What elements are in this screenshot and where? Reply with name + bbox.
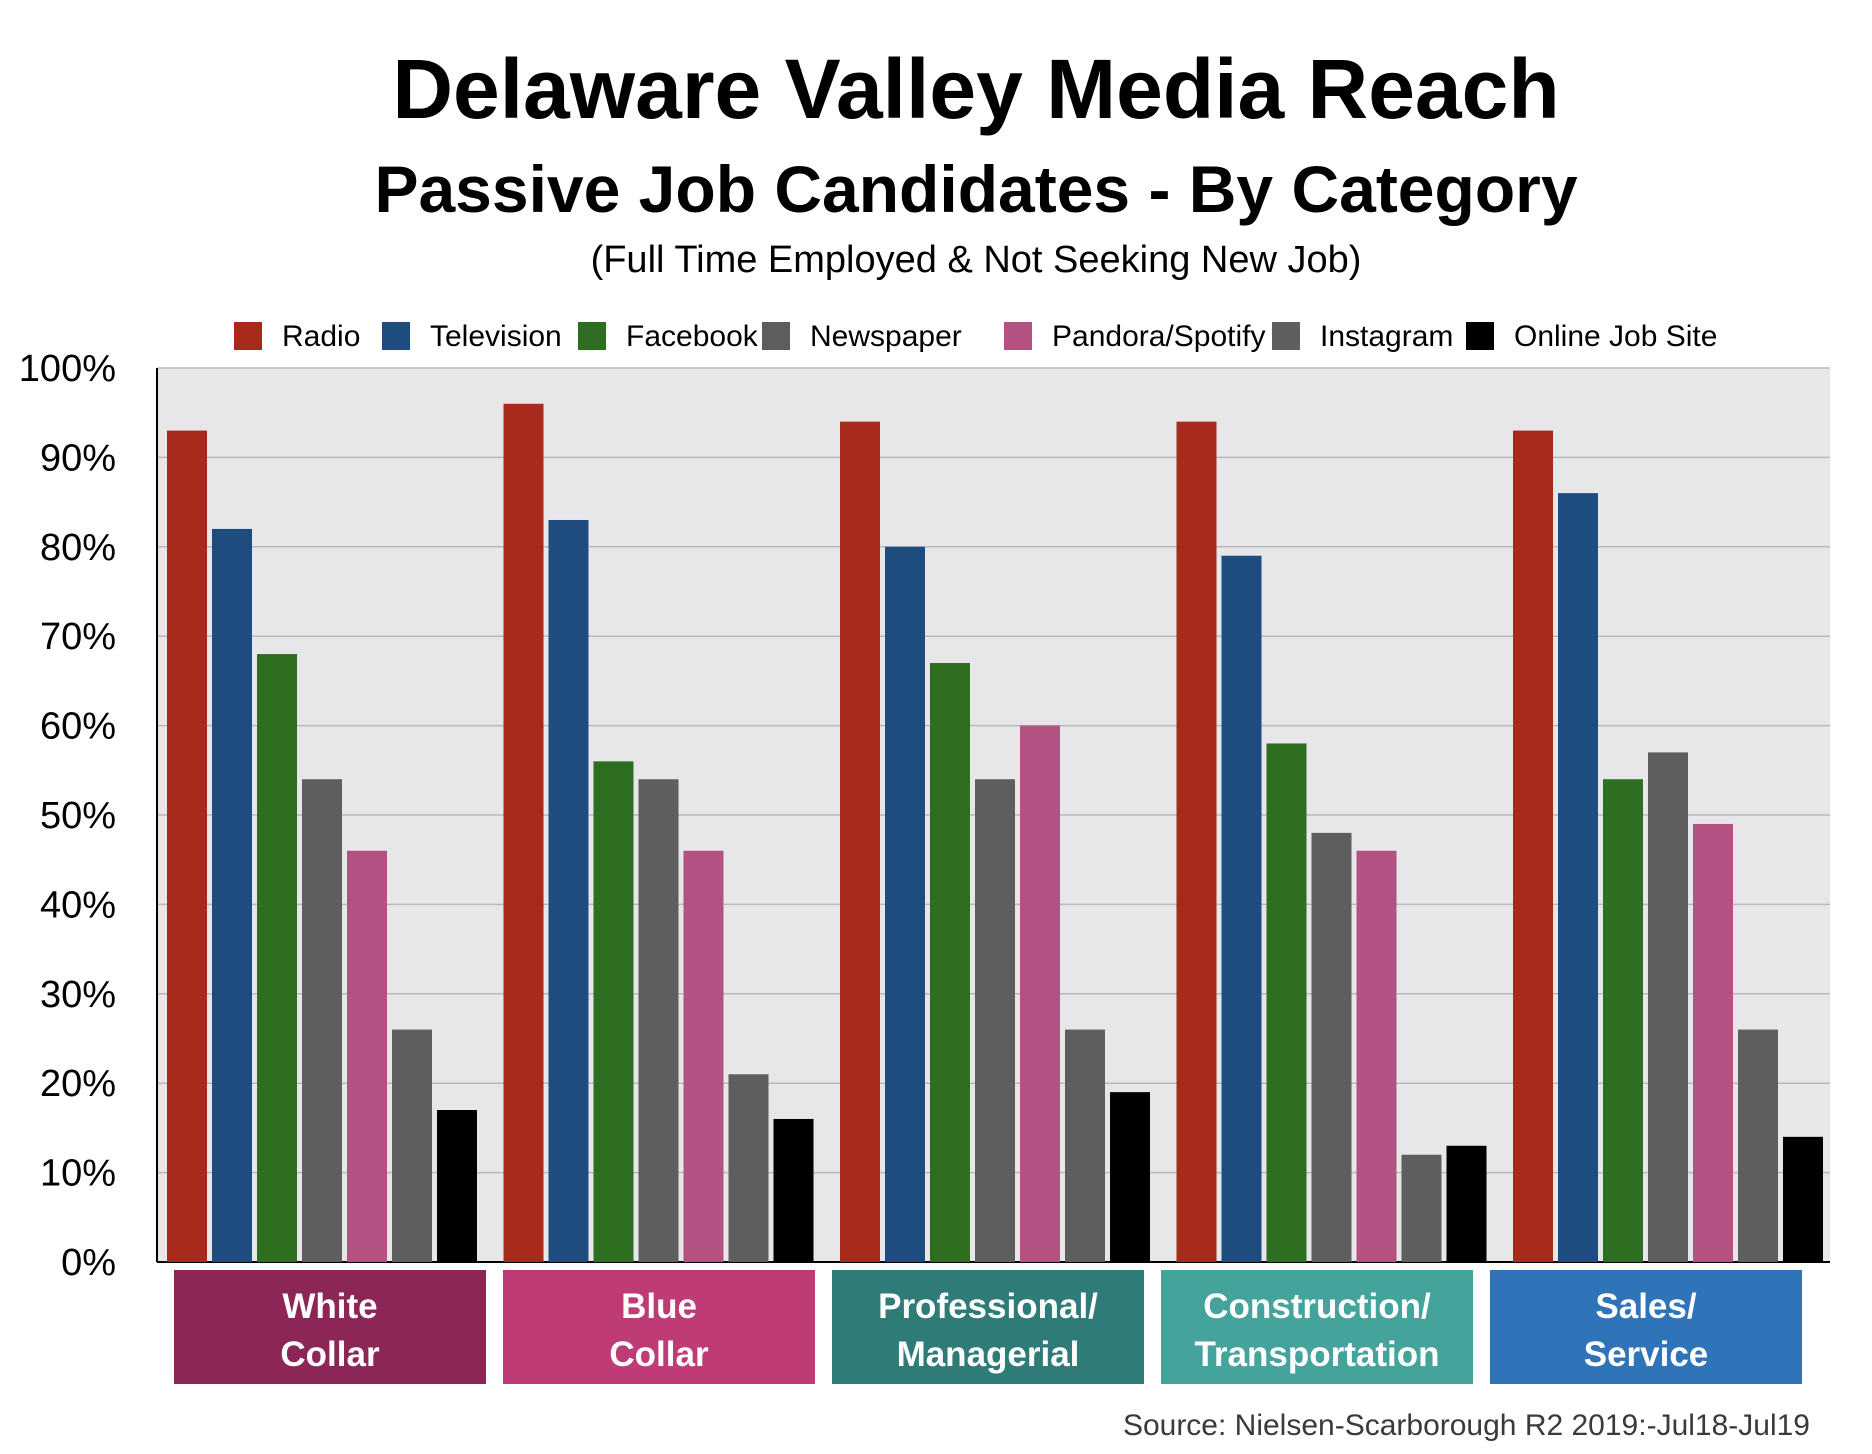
legend-item: Radio bbox=[234, 320, 360, 353]
legend-swatch bbox=[578, 322, 606, 350]
category-label: White Collar bbox=[174, 1270, 486, 1384]
bar-radio bbox=[167, 430, 207, 1263]
bar-newspaper bbox=[975, 779, 1015, 1262]
y-tick-label: 10% bbox=[40, 1153, 116, 1195]
legend: Radio Television Facebook Newspaper Pandora/… bbox=[234, 320, 1717, 353]
bar-instagram bbox=[728, 1074, 769, 1262]
bar-pandora-spotify bbox=[1693, 823, 1733, 1262]
legend-item: Television bbox=[382, 320, 562, 353]
bar-instagram bbox=[1401, 1154, 1442, 1262]
chart-description: (Full Time Employed & Not Seeking New Jo… bbox=[591, 239, 1362, 281]
bar-radio bbox=[840, 421, 880, 1262]
bar-online-job-site bbox=[1446, 1145, 1487, 1262]
y-tick-label: 70% bbox=[40, 616, 116, 658]
bar-television bbox=[212, 528, 252, 1262]
bar-instagram bbox=[1738, 1029, 1778, 1262]
category-label-line1: Sales/ bbox=[1595, 1287, 1696, 1326]
category-label-line2: Collar bbox=[280, 1335, 380, 1374]
bar-television bbox=[885, 546, 925, 1262]
category-box bbox=[503, 1270, 815, 1384]
legend-label: Instagram bbox=[1320, 320, 1453, 353]
category-label-line2: Managerial bbox=[897, 1335, 1080, 1374]
category-box bbox=[832, 1270, 1144, 1384]
category-box bbox=[1161, 1270, 1473, 1384]
legend-swatch bbox=[1466, 322, 1494, 350]
legend-swatch bbox=[762, 322, 790, 350]
legend-label: Facebook bbox=[626, 320, 759, 353]
bar-facebook bbox=[1603, 779, 1643, 1262]
category-label: Professional/Managerial bbox=[832, 1270, 1144, 1384]
legend-swatch bbox=[382, 322, 410, 350]
bar-online-job-site bbox=[773, 1118, 814, 1262]
y-tick-label: 20% bbox=[40, 1063, 116, 1105]
y-tick-label: 30% bbox=[40, 974, 116, 1016]
bar-online-job-site bbox=[1110, 1092, 1150, 1262]
legend-item: Instagram bbox=[1272, 320, 1453, 353]
y-tick-label: 40% bbox=[40, 884, 116, 926]
y-tick-label: 50% bbox=[40, 795, 116, 837]
y-tick-label: 60% bbox=[40, 706, 116, 748]
bar-facebook bbox=[1266, 743, 1307, 1262]
bar-television bbox=[548, 519, 589, 1262]
bar-pandora-spotify bbox=[1020, 725, 1060, 1262]
source-note: Source: Nielsen-Scarborough R2 2019:-Jul… bbox=[1123, 1409, 1810, 1442]
category-label-line1: Blue bbox=[621, 1287, 697, 1326]
legend-label: Television bbox=[430, 320, 562, 353]
bar-facebook bbox=[930, 663, 970, 1262]
bar-facebook bbox=[593, 761, 634, 1262]
bar-instagram bbox=[392, 1029, 432, 1262]
bar-instagram bbox=[1065, 1029, 1105, 1262]
category-box bbox=[1490, 1270, 1802, 1384]
legend-label: Newspaper bbox=[810, 320, 962, 353]
legend-label: Online Job Site bbox=[1514, 320, 1717, 353]
bar-radio bbox=[1176, 421, 1217, 1262]
category-labels: White Collar Blue Collar Professional/Manage… bbox=[174, 1270, 1802, 1384]
legend-swatch bbox=[234, 322, 262, 350]
y-axis: 0% 10% 20% 30% 40% 50% 60% 70% 80% 90% 100% bbox=[19, 348, 1830, 1284]
bar-pandora-spotify bbox=[347, 850, 387, 1262]
category-label: Sales/Service bbox=[1490, 1270, 1802, 1384]
category-label-line1: Construction/ bbox=[1203, 1287, 1431, 1326]
bars bbox=[167, 403, 1823, 1263]
bar-radio bbox=[503, 403, 544, 1262]
y-tick-label: 100% bbox=[19, 348, 116, 390]
bar-online-job-site bbox=[437, 1110, 477, 1262]
bar-online-job-site bbox=[1783, 1136, 1823, 1262]
category-label-line1: White bbox=[282, 1287, 377, 1326]
legend-swatch bbox=[1004, 322, 1032, 350]
category-label-line1: Professional/ bbox=[878, 1287, 1098, 1326]
bar-pandora-spotify bbox=[1356, 850, 1397, 1262]
category-label: Blue Collar bbox=[503, 1270, 815, 1384]
y-tick-label: 80% bbox=[40, 527, 116, 569]
bar-newspaper bbox=[1311, 832, 1352, 1262]
category-label: Construction/Transportation bbox=[1161, 1270, 1473, 1384]
bar-newspaper bbox=[638, 779, 679, 1262]
legend-swatch bbox=[1272, 322, 1300, 350]
legend-item: Newspaper bbox=[762, 320, 962, 353]
legend-item: Facebook bbox=[578, 320, 759, 353]
category-label-line2: Transportation bbox=[1194, 1335, 1439, 1374]
legend-label: Radio bbox=[282, 320, 360, 353]
y-tick-label: 0% bbox=[61, 1242, 116, 1284]
category-box bbox=[174, 1270, 486, 1384]
chart-subtitle: Passive Job Candidates - By Category bbox=[374, 152, 1577, 226]
bar-newspaper bbox=[1648, 752, 1688, 1262]
bar-television bbox=[1558, 493, 1598, 1262]
chart-title: Delaware Valley Media Reach bbox=[392, 42, 1559, 136]
legend-label: Pandora/Spotify bbox=[1052, 320, 1265, 353]
legend-item: Pandora/Spotify bbox=[1004, 320, 1265, 353]
category-label-line2: Service bbox=[1584, 1335, 1709, 1374]
y-tick-label: 90% bbox=[40, 437, 116, 479]
bar-television bbox=[1221, 555, 1262, 1262]
category-label-line2: Collar bbox=[609, 1335, 709, 1374]
bar-facebook bbox=[257, 654, 297, 1262]
bar-radio bbox=[1513, 430, 1553, 1263]
bar-newspaper bbox=[302, 779, 342, 1262]
bar-pandora-spotify bbox=[683, 850, 724, 1262]
legend-item: Online Job Site bbox=[1466, 320, 1717, 353]
